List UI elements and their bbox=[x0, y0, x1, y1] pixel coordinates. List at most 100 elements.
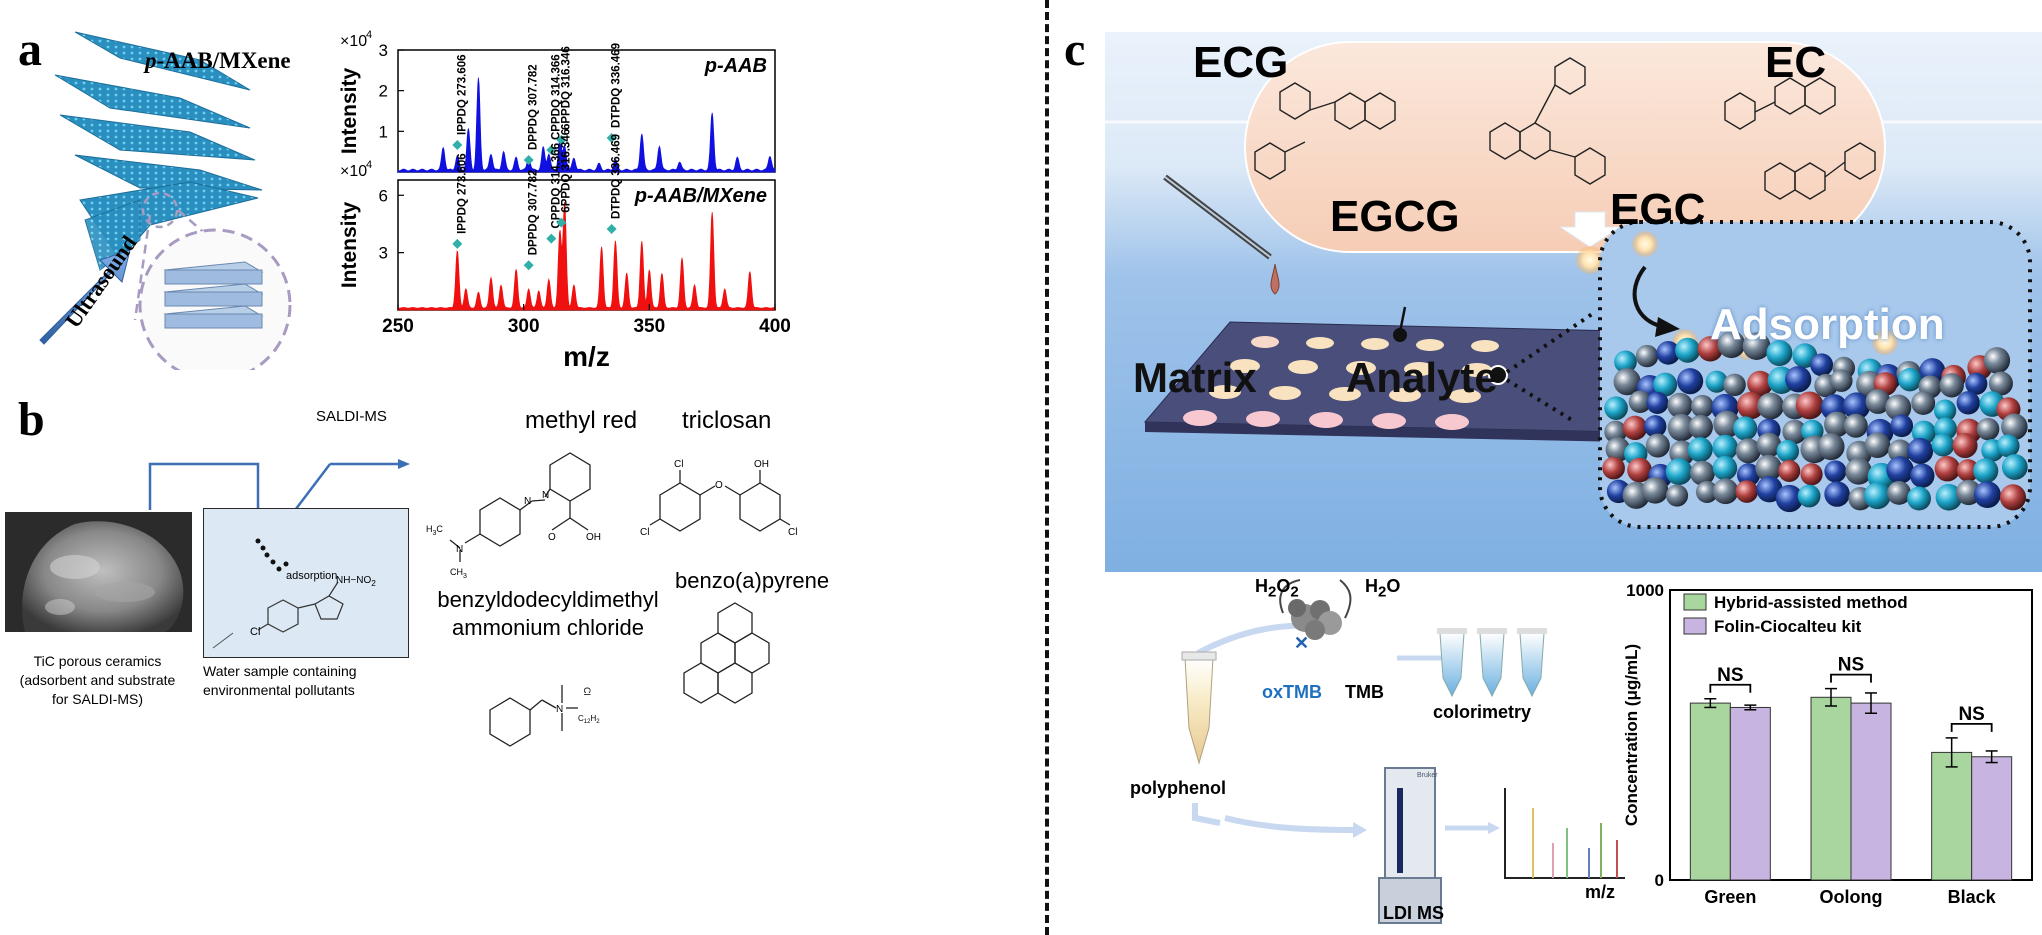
nanoparticle bbox=[1665, 458, 1693, 485]
nanoparticle bbox=[1824, 411, 1850, 438]
panel-label-c: c bbox=[1064, 23, 1086, 76]
chloride-ion: Cl bbox=[582, 687, 592, 696]
nanoparticle bbox=[1956, 391, 1980, 415]
bar bbox=[1810, 696, 1852, 881]
nanoparticle bbox=[1613, 368, 1641, 396]
benzyl-name: benzyldodecyldimethyl ammonium chloride bbox=[437, 587, 659, 640]
nanoparticle bbox=[1690, 460, 1715, 486]
nanoparticle-pile bbox=[1602, 330, 2028, 513]
analyte-sphere bbox=[1576, 246, 1604, 274]
material-label: p-AAB/MXene bbox=[145, 48, 291, 73]
peak-marker bbox=[606, 133, 617, 143]
peak-marker bbox=[546, 233, 557, 244]
peak-marker bbox=[452, 140, 463, 150]
nanoparticle bbox=[1824, 460, 1847, 483]
nanoparticle bbox=[1688, 414, 1713, 440]
nanoparticle bbox=[1907, 486, 1931, 511]
pollutant-molecule bbox=[212, 538, 344, 649]
nanoparticle bbox=[1824, 481, 1850, 507]
spectrum-title: p-AAB bbox=[704, 55, 767, 77]
nanoparticle bbox=[1907, 437, 1934, 465]
bar-y-axis-label: Concentration (μg/mL) bbox=[1622, 644, 1641, 826]
saldi-ms-label: SALDI-MS bbox=[316, 408, 387, 425]
peak-marker bbox=[452, 238, 463, 249]
nitro-group-label: NH−NO2 bbox=[336, 575, 376, 588]
nanoparticle bbox=[1766, 340, 1793, 367]
bar-y-tick-label: 0 bbox=[1655, 871, 1664, 890]
nanoparticle bbox=[1697, 336, 1723, 362]
nanoparticle bbox=[1888, 439, 1912, 464]
oxtmb-label: oxTMB bbox=[1262, 682, 1322, 702]
nanoparticle bbox=[1934, 399, 1957, 422]
nanoparticle bbox=[1910, 463, 1935, 488]
polyphenol-label: polyphenol bbox=[1130, 778, 1226, 798]
plate-spots bbox=[1183, 336, 1499, 430]
ammonium-n: N bbox=[556, 704, 563, 715]
legend-swatch bbox=[1683, 593, 1707, 611]
significance-label: NS bbox=[1838, 655, 1864, 676]
nanoparticle bbox=[1667, 413, 1696, 442]
bar bbox=[1931, 751, 1973, 881]
mxene-illustration bbox=[39, 31, 292, 370]
nanoparticle bbox=[1742, 332, 1771, 360]
layered-stack bbox=[163, 261, 264, 329]
methyl-red-structure: N N N O OH H3C CH3 bbox=[426, 452, 601, 580]
panel-label-a: a bbox=[18, 23, 42, 76]
adsorption-schematic bbox=[1105, 41, 2042, 529]
triclosan-structure: Cl OH O Cl Cl bbox=[640, 459, 797, 538]
colorimetry-label: colorimetry bbox=[1433, 702, 1532, 722]
nanoparticle bbox=[1976, 417, 2000, 441]
nanoparticle bbox=[1931, 433, 1955, 457]
analyte-label: Analyte bbox=[1346, 354, 1498, 401]
nanoparticle bbox=[1845, 457, 1872, 485]
nanoparticle bbox=[1635, 344, 1659, 368]
peak-annotation: IPPDQ 273.606 bbox=[456, 153, 468, 234]
nanoparticle bbox=[1666, 484, 1689, 507]
nanoparticle bbox=[1653, 372, 1678, 397]
x-tick-label: 250 bbox=[382, 316, 414, 337]
y-axis-label: Intensity bbox=[338, 202, 361, 289]
nanoparticle bbox=[1983, 347, 2011, 374]
bar bbox=[1689, 702, 1731, 881]
nanoparticle bbox=[1830, 369, 1853, 392]
nanoparticle bbox=[1973, 481, 2001, 509]
methyl-left: H3C bbox=[426, 524, 443, 537]
nanoparticle bbox=[1757, 392, 1784, 420]
legend-swatch bbox=[1683, 617, 1707, 635]
catechin-capsule bbox=[1244, 41, 1886, 253]
nanoparticle bbox=[1747, 370, 1773, 397]
nanoparticle bbox=[1614, 350, 1637, 374]
nanoparticle bbox=[1602, 456, 1625, 480]
sem-image bbox=[5, 512, 192, 632]
nanoparticle bbox=[1705, 370, 1728, 393]
mini-spectrum bbox=[1504, 788, 1625, 879]
cl-top: Cl bbox=[674, 459, 683, 470]
nanoparticle bbox=[1965, 372, 1988, 395]
panel-label-b: b bbox=[18, 393, 45, 446]
amine-n: N bbox=[456, 544, 463, 555]
nanoparticle bbox=[1736, 463, 1761, 487]
catechin-egc: EGC bbox=[1610, 185, 1706, 234]
carbonyl-o: O bbox=[548, 532, 556, 543]
nanoparticle bbox=[1644, 415, 1667, 438]
concentration-bar-chart: 0 1000 Concentration (μg/mL) NS Green NS Oolon… bbox=[1622, 581, 2033, 907]
category-label: Oolong bbox=[1820, 887, 1883, 907]
y-tick-label: 6 bbox=[379, 186, 388, 205]
peak-marker bbox=[606, 224, 617, 235]
nanoparticle bbox=[2001, 413, 2028, 441]
significance-bracket bbox=[1830, 673, 1872, 683]
nanoparticle bbox=[1842, 392, 1871, 420]
mxene-flake bbox=[84, 199, 141, 271]
nanoparticle bbox=[2001, 454, 2028, 480]
dodecyl-chain: C12H25 bbox=[578, 714, 600, 725]
nanoparticle bbox=[1864, 432, 1891, 459]
significance-bracket bbox=[1709, 683, 1752, 693]
nanoparticle bbox=[1886, 456, 1914, 484]
nanoparticle bbox=[1776, 439, 1800, 463]
nanoparticle bbox=[1782, 419, 1807, 445]
nanoparticle bbox=[1735, 438, 1761, 464]
peak-annotation: 6PPDQ 316.346 bbox=[560, 46, 572, 130]
y-multiplier-exponent: 4 bbox=[366, 29, 372, 41]
nanoparticle bbox=[1775, 484, 1804, 513]
nanoparticle bbox=[1934, 455, 1961, 482]
